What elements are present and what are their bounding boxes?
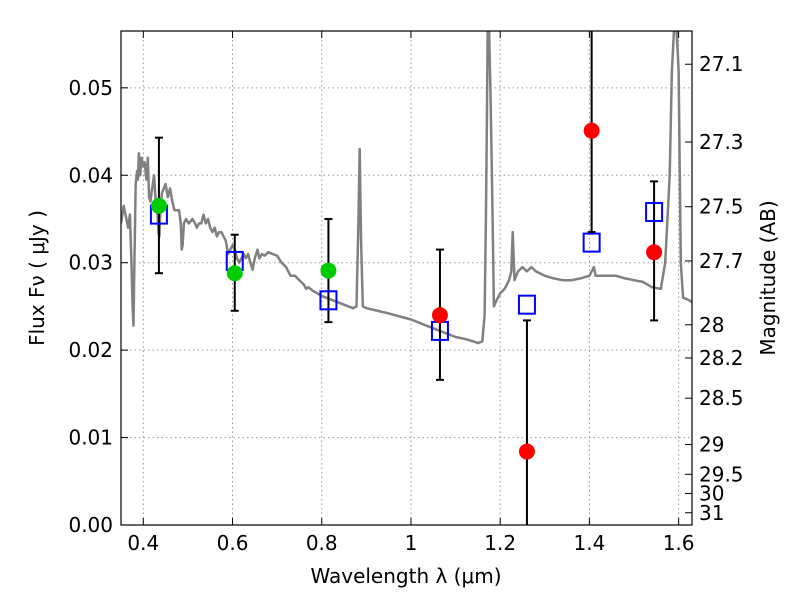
y-tick-label: 0.01	[68, 426, 113, 450]
right-tick-label: 27.7	[699, 249, 744, 273]
y-tick-label: 0.00	[68, 513, 113, 537]
right-tick-label: 29	[699, 433, 724, 457]
model-photometry-square	[517, 294, 536, 315]
observed-point-red	[431, 307, 448, 324]
y-tick-label: 0.02	[68, 338, 113, 362]
plot-clipped	[121, 31, 692, 525]
observed-point-red	[518, 443, 535, 460]
observed-point-red	[646, 244, 663, 261]
right-tick-label: 27.5	[699, 195, 744, 219]
axes-frame	[120, 30, 693, 526]
observed-point-red	[583, 122, 600, 139]
x-tick-label: 1.4	[573, 531, 605, 555]
x-axis: 0.4 0.6 0.8 1 1.2 1.4 1.6	[127, 31, 695, 555]
observed-point-green	[320, 262, 337, 279]
y-tick-label: 0.03	[68, 251, 113, 275]
x-tick-label: 1	[405, 531, 418, 555]
y-axis-title: Flux Fν ( μJy )	[25, 210, 49, 346]
y-axis: 0.00 0.01 0.02 0.03 0.04 0.05	[68, 76, 128, 537]
plot-area	[121, 31, 692, 525]
x-tick-label: 1.2	[484, 531, 516, 555]
observed-point-green	[226, 265, 243, 282]
y-tick-label: 0.05	[68, 76, 113, 100]
observed-point-green	[150, 197, 167, 214]
right-tick-label: 28	[699, 313, 724, 337]
model-photometry-square	[645, 201, 664, 222]
x-axis-title: Wavelength λ (μm)	[310, 564, 501, 588]
right-tick-label: 27.3	[699, 130, 744, 154]
right-tick-label: 28.5	[699, 386, 744, 410]
x-tick-label: 0.6	[217, 531, 249, 555]
right-axis-title: Magnitude (AB)	[756, 200, 780, 355]
right-tick-label: 31	[699, 501, 724, 525]
x-tick-label: 0.4	[127, 531, 159, 555]
x-tick-label: 1.6	[663, 531, 695, 555]
right-tick-label: 30	[699, 482, 724, 506]
right-tick-label: 28.2	[699, 346, 744, 370]
model-photometry-square	[319, 290, 338, 311]
x-tick-label: 0.8	[306, 531, 338, 555]
right-tick-label: 29.5	[699, 462, 744, 486]
right-tick-label: 27.1	[699, 52, 744, 76]
y-tick-label: 0.04	[68, 163, 113, 187]
model-photometry-square	[582, 232, 601, 253]
